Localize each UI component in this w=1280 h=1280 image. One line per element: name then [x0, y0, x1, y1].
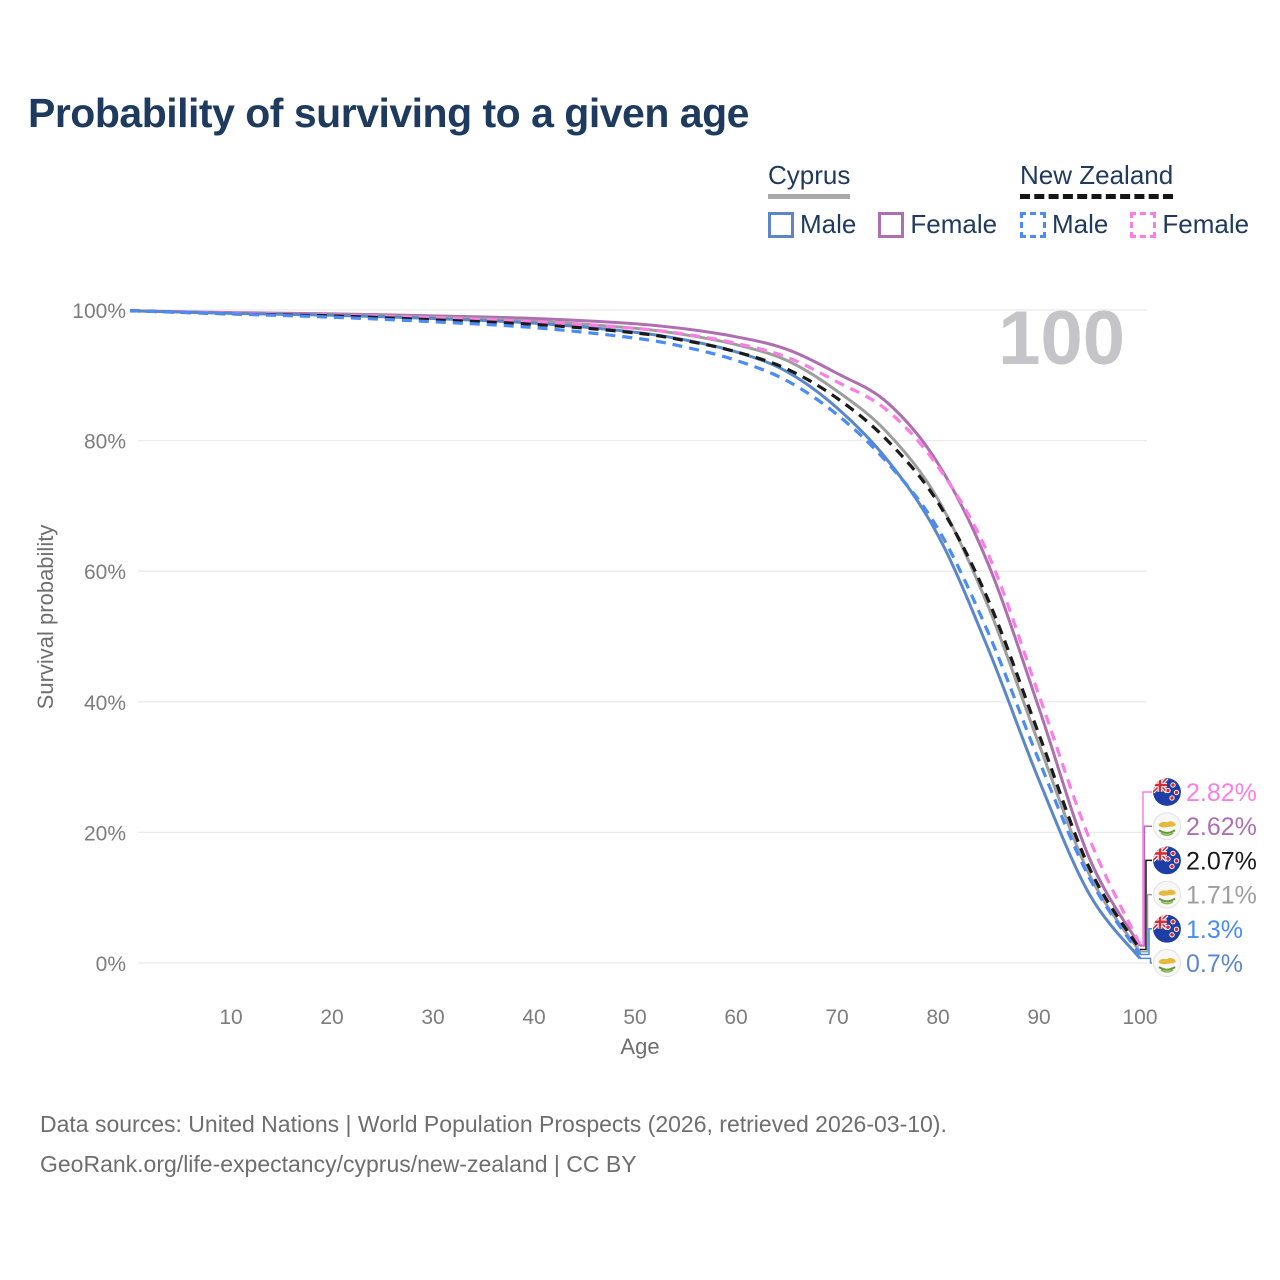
- end-label-cyprus-male: 0.7%: [1186, 950, 1243, 978]
- y-tick-label: 20%: [84, 822, 126, 845]
- x-tick-label: 70: [825, 1006, 848, 1029]
- data-sources-line: Data sources: United Nations | World Pop…: [40, 1111, 947, 1137]
- cyprus-female-swatch-icon: [878, 211, 905, 238]
- y-tick-label: 0%: [96, 953, 126, 976]
- x-tick-label: 90: [1027, 1006, 1050, 1029]
- curve-new-zealand-male: [129, 309, 1142, 956]
- x-tick-label: 10: [219, 1006, 242, 1029]
- cyprus-flag-icon: [1153, 880, 1181, 909]
- cyprus-flag-icon: [1153, 949, 1181, 977]
- x-tick-label: 20: [320, 1006, 343, 1029]
- legend-title-new-zealand: New Zealand: [1020, 160, 1174, 199]
- legend-title-cyprus: Cyprus: [768, 160, 851, 199]
- source-url-line: GeoRank.org/life-expectancy/cyprus/new-z…: [40, 1151, 637, 1177]
- x-axis-title: Age: [620, 1034, 660, 1059]
- y-tick-label: 100%: [72, 300, 126, 323]
- x-tick-label: 80: [926, 1006, 949, 1029]
- x-tick-label: 40: [522, 1006, 545, 1029]
- new-zealand-male-swatch-icon: [1020, 211, 1046, 238]
- end-label-leader-cyprus-male: [1140, 957, 1152, 964]
- end-label-leader-cyprus-all: [1140, 893, 1152, 953]
- y-axis-title: Survival probability: [33, 524, 58, 710]
- legend-item-label: Male: [800, 209, 857, 239]
- y-tick-label: 40%: [84, 692, 126, 715]
- legend-item-new-zealand-female[interactable]: Female: [1130, 209, 1249, 240]
- new-zealand-flag-icon: [1153, 915, 1181, 943]
- end-label-new-zealand-all: 2.07%: [1186, 847, 1257, 875]
- legend-item-new-zealand-male[interactable]: Male: [1020, 209, 1108, 240]
- legend-item-label: Female: [910, 209, 998, 239]
- end-label-new-zealand-male: 1.3%: [1186, 916, 1243, 944]
- new-zealand-flag-icon: [1153, 778, 1181, 806]
- legend-item-label: Female: [1162, 209, 1250, 239]
- cyprus-male-swatch-icon: [768, 211, 794, 238]
- end-label-new-zealand-female: 2.82%: [1186, 779, 1257, 807]
- x-tick-label: 100: [1122, 1006, 1157, 1029]
- curve-cyprus-male: [129, 309, 1142, 960]
- y-tick-label: 60%: [84, 561, 126, 584]
- cyprus-flag-icon: [1153, 812, 1181, 841]
- curve-cyprus-female: [129, 309, 1142, 947]
- new-zealand-female-swatch-icon: [1130, 211, 1157, 238]
- page-title: Probability of surviving to a given age: [28, 90, 749, 136]
- end-label-cyprus-all: 1.71%: [1186, 882, 1257, 910]
- x-tick-label: 60: [724, 1006, 747, 1029]
- x-tick-label: 30: [421, 1006, 444, 1029]
- x-tick-label: 50: [623, 1006, 646, 1029]
- end-label-leader-new-zealand-male: [1140, 928, 1152, 956]
- end-label-leader-new-zealand-all: [1140, 859, 1152, 951]
- legend-group-new-zealand: New Zealand Male Female: [1020, 160, 1249, 240]
- end-label-leader-cyprus-female: [1140, 825, 1152, 947]
- curve-new-zealand-female: [129, 309, 1142, 946]
- legend-item-cyprus-male[interactable]: Male: [768, 209, 856, 240]
- legend-group-cyprus: Cyprus Male Female: [768, 160, 997, 240]
- new-zealand-flag-icon: [1153, 846, 1181, 874]
- legend-item-cyprus-female[interactable]: Female: [878, 209, 997, 240]
- end-label-cyprus-female: 2.62%: [1186, 813, 1257, 841]
- legend-item-label: Male: [1052, 209, 1109, 239]
- end-label-leader-new-zealand-female: [1140, 791, 1152, 946]
- y-tick-label: 80%: [84, 431, 126, 454]
- footer-attribution: Data sources: United Nations | World Pop…: [40, 1104, 947, 1184]
